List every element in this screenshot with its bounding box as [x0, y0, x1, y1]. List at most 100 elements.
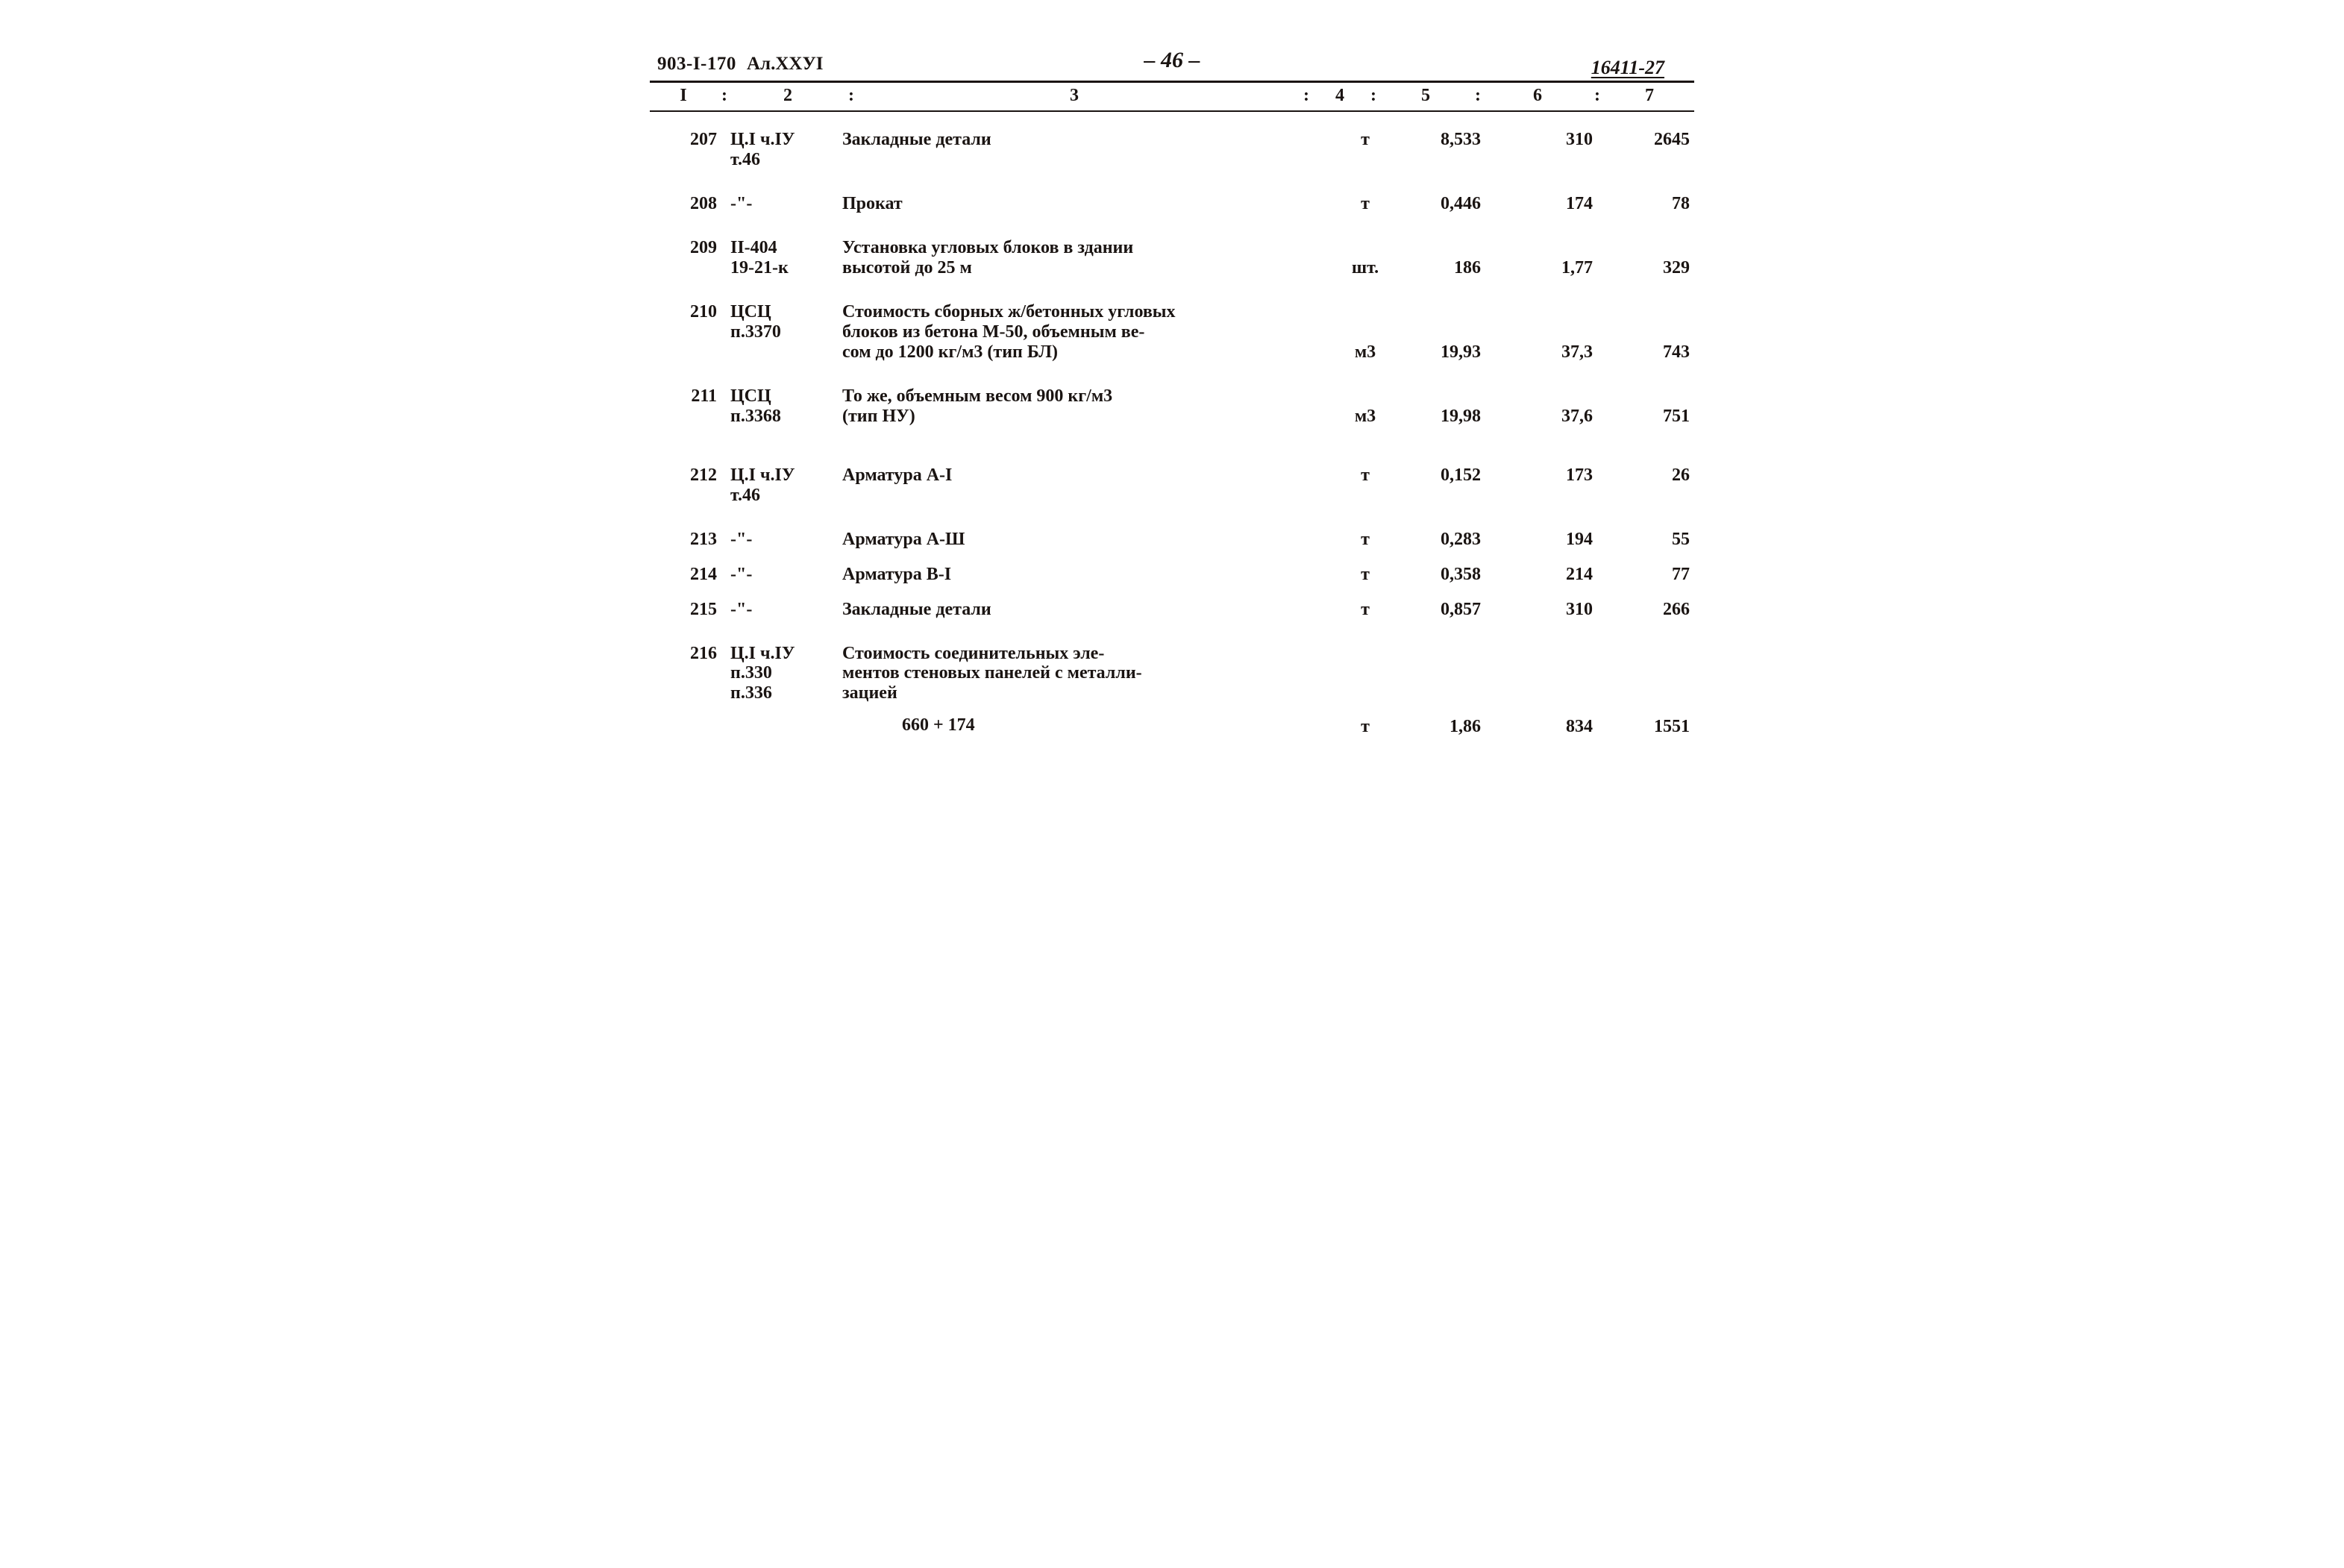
row-reference: -"- — [730, 194, 842, 214]
row-total: 78 — [1600, 194, 1694, 214]
row-qty: 1,86 — [1391, 644, 1488, 737]
col-sep: : — [1470, 86, 1485, 106]
album-code: Ал.XXУI — [747, 54, 824, 75]
page-number: – 46 – — [1144, 48, 1200, 73]
row-qty: 19,93 — [1391, 302, 1488, 363]
rule-under-header — [650, 110, 1694, 112]
page-header: 903-I-170 Ал.XXУI – 46 – 16411-27 — [650, 45, 1694, 78]
row-description: Арматура А-Ш — [842, 530, 1339, 550]
col-header-6: 6 — [1485, 86, 1590, 106]
row-total: 743 — [1600, 302, 1694, 363]
row-qty: 0,358 — [1391, 565, 1488, 585]
row-reference: ЦСЦп.3370 — [730, 302, 842, 342]
row-reference: -"- — [730, 530, 842, 550]
col-header-7: 7 — [1605, 86, 1694, 106]
row-rate: 310 — [1488, 130, 1600, 150]
row-reference: II-40419-21-к — [730, 238, 842, 278]
row-unit: м3 — [1339, 386, 1391, 427]
row-reference-line: т.46 — [730, 486, 842, 506]
row-total: 77 — [1600, 565, 1694, 585]
row-total: 751 — [1600, 386, 1694, 427]
row-description-line: Прокат — [842, 194, 1330, 214]
row-description: Стоимость сборных ж/бетонных угловыхблок… — [842, 302, 1339, 363]
col-sep: : — [1590, 86, 1605, 106]
table-row: 216Ц.I ч.IУп.330п.336Стоимость соедините… — [650, 636, 1694, 753]
row-reference-line: п.3370 — [730, 322, 842, 342]
row-unit: т — [1339, 130, 1391, 150]
row-qty: 8,533 — [1391, 130, 1488, 150]
row-total: 329 — [1600, 238, 1694, 278]
row-unit: т — [1339, 194, 1391, 214]
row-reference: Ц.I ч.IУт.46 — [730, 130, 842, 170]
row-rate: 37,6 — [1488, 386, 1600, 427]
row-description-line: Арматура А-Ш — [842, 530, 1330, 550]
row-rate: 310 — [1488, 600, 1600, 620]
row-qty: 0,152 — [1391, 465, 1488, 486]
col-sep: : — [844, 86, 859, 106]
row-description-line: Закладные детали — [842, 130, 1330, 150]
row-description-line: блоков из бетона М-50, объемным ве- — [842, 322, 1330, 342]
row-number: 212 — [650, 465, 730, 486]
table-row: 215-"-Закладные деталит0,857310266 — [650, 592, 1694, 636]
row-total: 1551 — [1600, 644, 1694, 737]
col-header-1: I — [650, 86, 717, 106]
row-rate: 1,77 — [1488, 238, 1600, 278]
row-reference: Ц.I ч.IУп.330п.336 — [730, 644, 842, 704]
col-header-4: 4 — [1314, 86, 1366, 106]
row-total: 2645 — [1600, 130, 1694, 150]
row-number: 214 — [650, 565, 730, 585]
row-reference-line: ЦСЦ — [730, 386, 842, 407]
row-reference-line: -"- — [730, 194, 842, 214]
row-reference-line: -"- — [730, 600, 842, 620]
table-row: 208-"-Прокатт0,44617478 — [650, 186, 1694, 231]
row-reference: Ц.I ч.IУт.46 — [730, 465, 842, 506]
row-number: 210 — [650, 302, 730, 322]
table-row: 210ЦСЦп.3370Стоимость сборных ж/бетонных… — [650, 295, 1694, 379]
row-description: Закладные детали — [842, 600, 1339, 620]
row-description-line: сом до 1200 кг/м3 (тип БЛ) — [842, 342, 1330, 363]
table-row: 207Ц.I ч.IУт.46Закладные детали т8,533310… — [650, 122, 1694, 186]
row-description-line: зацией — [842, 683, 1330, 703]
row-description-line: То же, объемным весом 900 кг/м3 — [842, 386, 1330, 407]
col-sep: : — [717, 86, 732, 106]
row-reference: -"- — [730, 565, 842, 585]
row-reference-line: Ц.I ч.IУ — [730, 644, 842, 664]
row-unit: т — [1339, 465, 1391, 486]
row-description: Арматура В-I — [842, 565, 1339, 585]
row-number: 209 — [650, 238, 730, 258]
row-rate: 194 — [1488, 530, 1600, 550]
row-total: 26 — [1600, 465, 1694, 486]
col-header-3: 3 — [859, 86, 1299, 106]
row-reference-line: -"- — [730, 530, 842, 550]
row-description-line: Стоимость соединительных эле- — [842, 644, 1330, 664]
row-description-line: Арматура А-I — [842, 465, 1330, 486]
row-description-line: Арматура В-I — [842, 565, 1330, 585]
row-unit: т — [1339, 644, 1391, 737]
row-description: Стоимость соединительных эле-ментов стен… — [842, 644, 1339, 736]
row-description-line: (тип НУ) — [842, 407, 1330, 427]
page: 903-I-170 Ал.XXУI – 46 – 16411-27 I : 2 … — [620, 0, 1724, 813]
row-reference-line: -"- — [730, 565, 842, 585]
row-description: Установка угловых блоков в зданиивысотой… — [842, 238, 1339, 278]
row-description-line: Установка угловых блоков в здании — [842, 238, 1330, 258]
table-row: 212Ц.I ч.IУт.46Арматура А-Iт0,15217326 — [650, 443, 1694, 522]
page-suffix: – — [1189, 48, 1200, 72]
row-number: 213 — [650, 530, 730, 550]
row-description: Прокат — [842, 194, 1339, 214]
row-reference-line: п.330 — [730, 663, 842, 683]
col-header-5: 5 — [1381, 86, 1470, 106]
row-number: 207 — [650, 130, 730, 150]
column-header-row: I : 2 : 3 : 4 : 5 : 6 : 7 — [650, 83, 1694, 110]
row-unit: т — [1339, 530, 1391, 550]
archive-number: 16411-27 — [1591, 57, 1664, 79]
row-reference: ЦСЦп.3368 — [730, 386, 842, 427]
row-number: 216 — [650, 644, 730, 664]
row-unit: т — [1339, 565, 1391, 585]
row-unit: т — [1339, 600, 1391, 620]
row-reference-line: Ц.I ч.IУ — [730, 130, 842, 150]
col-header-2: 2 — [732, 86, 844, 106]
row-reference-line: ЦСЦ — [730, 302, 842, 322]
row-number: 211 — [650, 386, 730, 407]
row-qty: 0,283 — [1391, 530, 1488, 550]
row-calc: 660 + 174 — [842, 715, 1330, 736]
